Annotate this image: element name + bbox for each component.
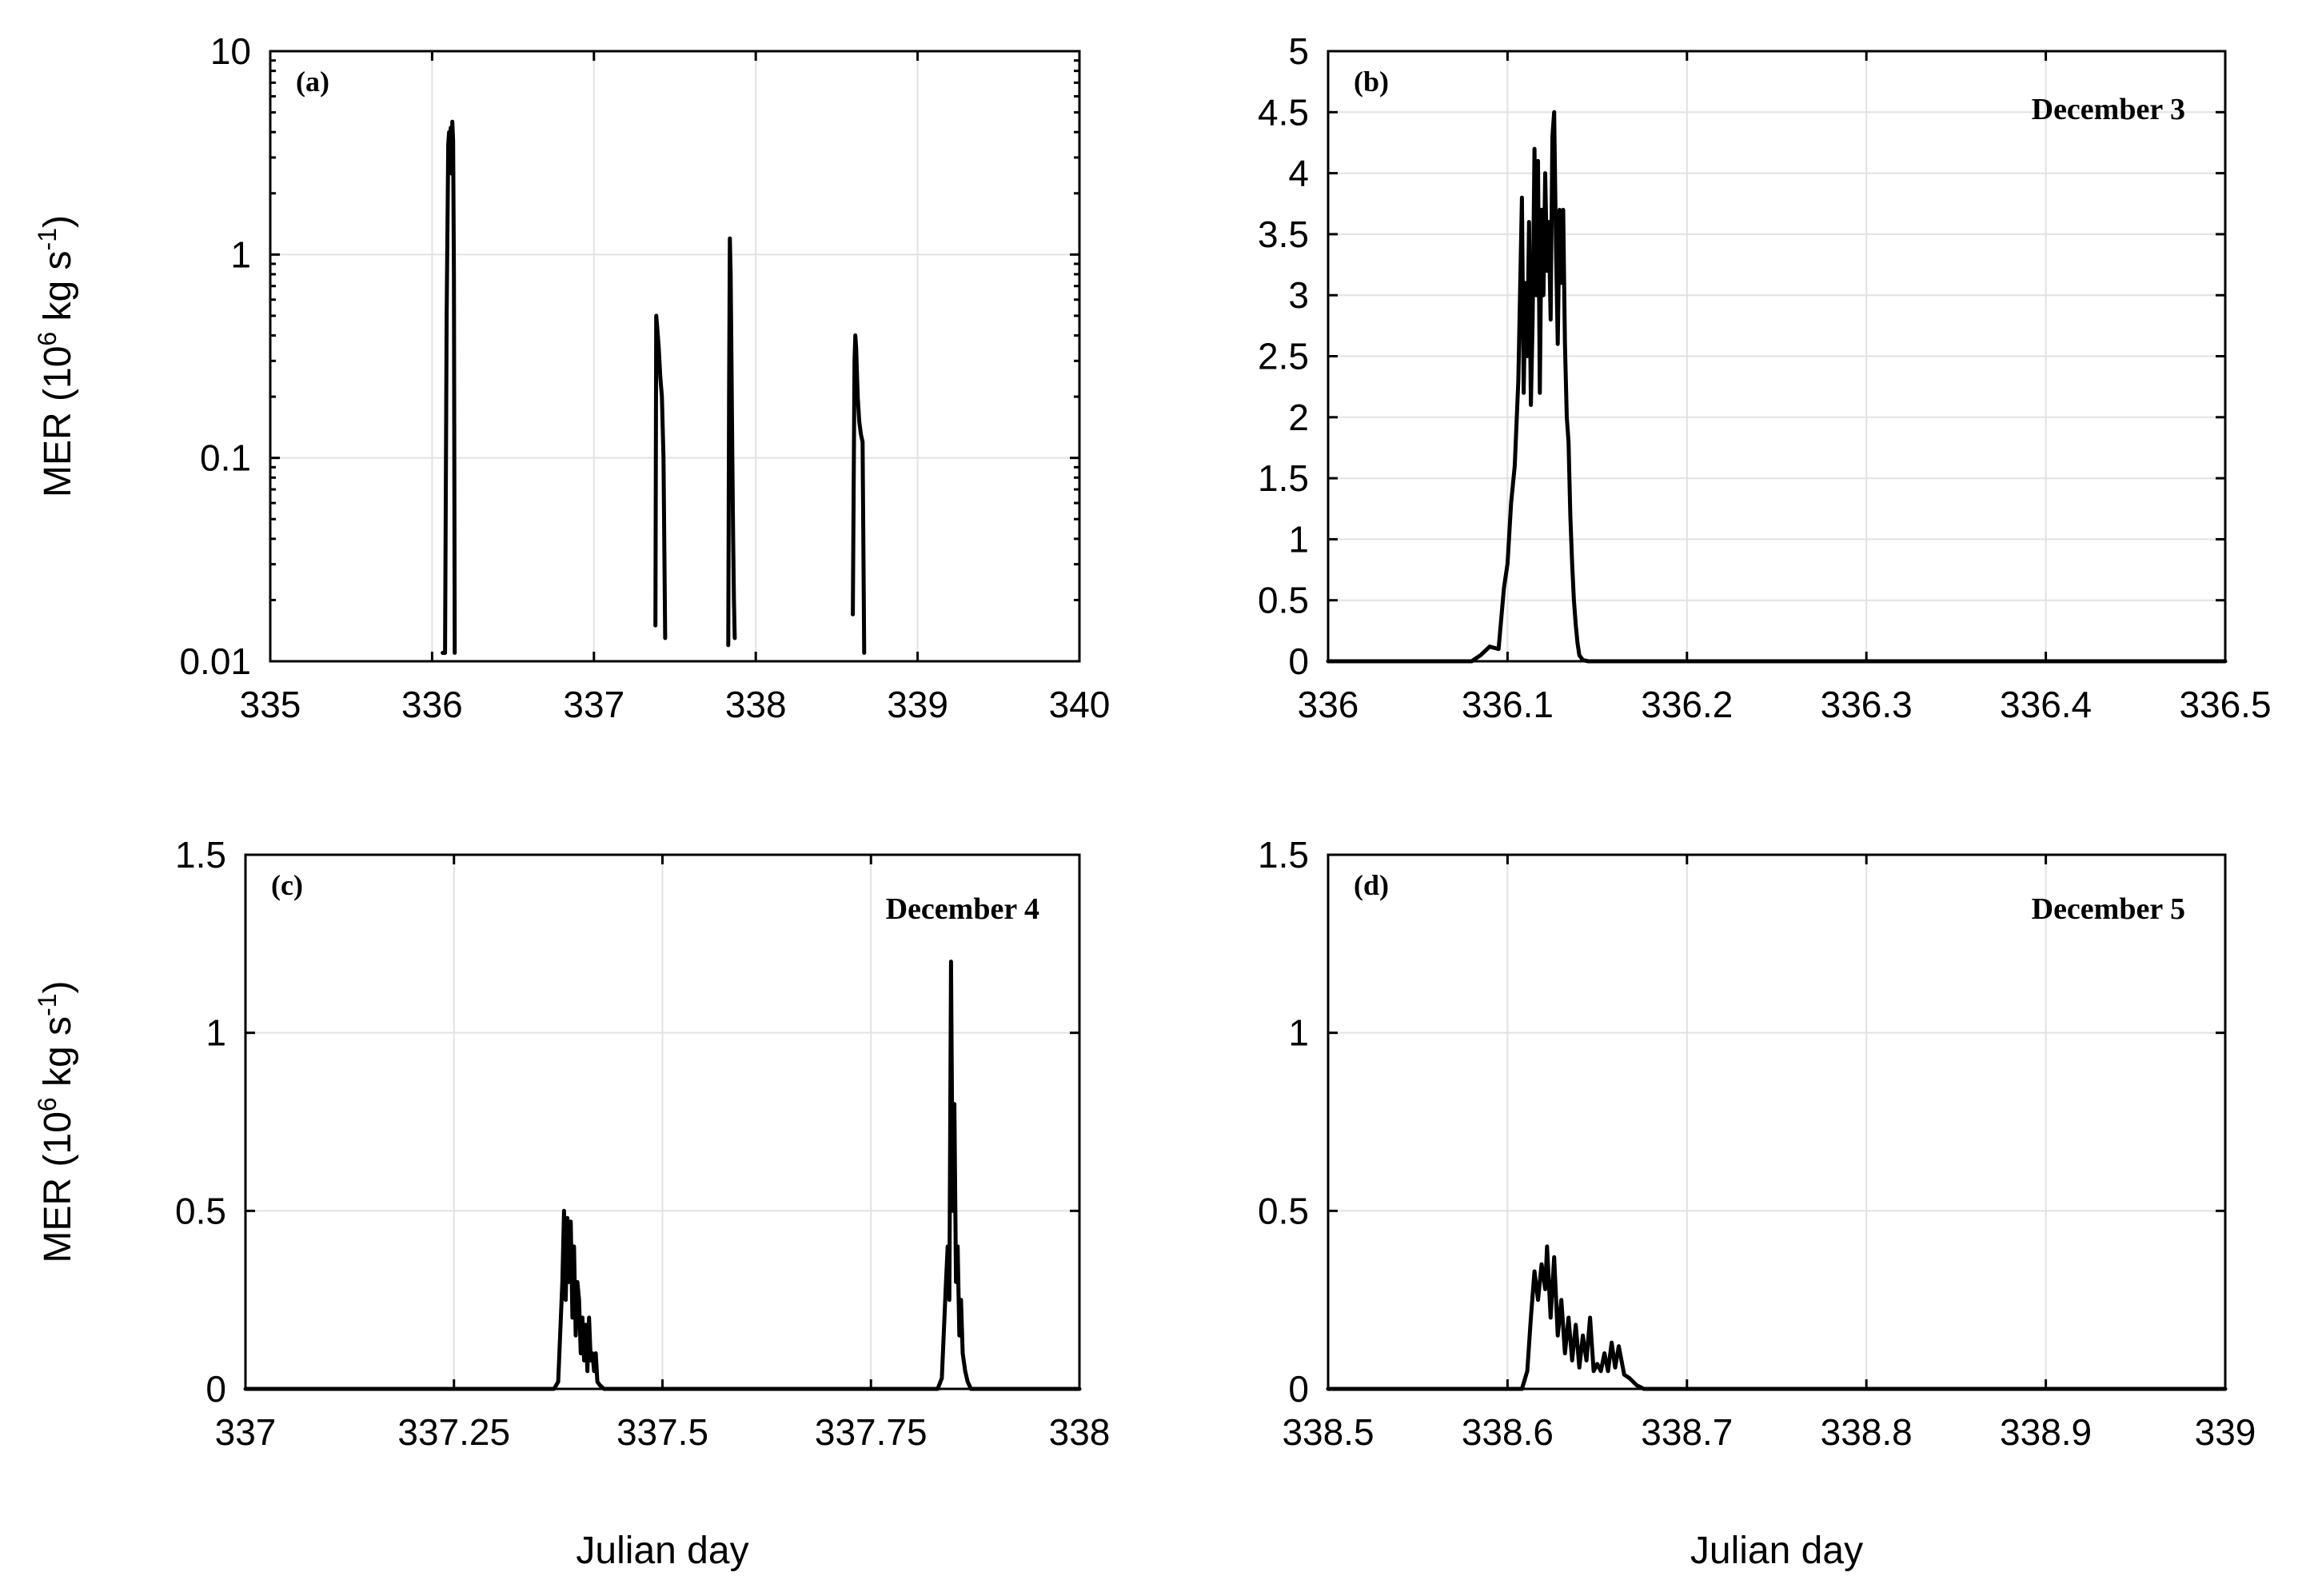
plot-frame-a	[269, 50, 1081, 663]
x-tick-label-d-4: 338.9	[2000, 1411, 2092, 1453]
x-tick-label-a-2: 337	[563, 684, 624, 725]
x-tick-label-a-5: 340	[1049, 684, 1111, 725]
x-tick-label-a-0: 335	[240, 684, 301, 725]
date-annotation-d: December 5	[2032, 892, 2185, 926]
y-tick-label-d-0: 0	[1288, 1368, 1309, 1410]
y-tick-label-b-5: 2.5	[1258, 336, 1309, 377]
x-tick-label-b-2: 336.2	[1641, 684, 1733, 725]
x-axis-title-d: Julian day	[1690, 1530, 1863, 1572]
y-tick-label-a-2: 1	[230, 233, 251, 275]
y-tick-label-b-8: 4	[1288, 153, 1309, 194]
x-tick-label-c-2: 337.5	[616, 1411, 708, 1453]
x-tick-label-d-3: 338.8	[1821, 1411, 1913, 1453]
y-tick-label-b-4: 2	[1288, 397, 1309, 438]
y-tick-label-c-1: 0.5	[175, 1190, 226, 1231]
panel-d: 338.5 338.6 338.7 338.8 338.9 339 0 0.5 1 1.5 (d)…	[1258, 834, 2256, 1572]
series-line-a	[441, 119, 867, 655]
series-line-c	[243, 960, 1082, 1391]
y-tick-label-a-0: 0.01	[179, 640, 251, 682]
panel-c: 337 337.25 337.5 337.75 338 0 0.5 1 1.5 (c) Dece…	[33, 834, 1110, 1572]
x-tick-label-d-0: 338.5	[1282, 1411, 1374, 1453]
y-tick-label-b-9: 4.5	[1258, 91, 1309, 133]
y-tick-label-b-2: 1	[1288, 518, 1309, 560]
y-tick-label-c-0: 0	[205, 1368, 226, 1410]
x-tick-label-b-0: 336	[1298, 684, 1359, 725]
x-tick-label-d-2: 338.7	[1641, 1411, 1733, 1453]
y-tick-label-b-7: 3.5	[1258, 213, 1309, 255]
panel-b: 336 336.1 336.2 336.3 336.4 336.5 0 0.5 1 1.5 2 2.5…	[1258, 30, 2272, 725]
y-axis-title-a: MER (106 kg s-1)	[33, 215, 79, 497]
x-tick-label-a-1: 336	[401, 684, 463, 725]
panel-label-a: (a)	[296, 66, 329, 98]
x-tick-label-b-3: 336.3	[1821, 684, 1913, 725]
x-axis-title-c: Julian day	[576, 1530, 748, 1572]
y-axis-title-c: MER (106 kg s-1)	[33, 981, 79, 1263]
date-annotation-c: December 4	[886, 892, 1039, 926]
y-tick-label-c-2: 1	[205, 1012, 226, 1054]
y-tick-label-c-3: 1.5	[175, 834, 226, 876]
x-tick-label-a-4: 339	[887, 684, 948, 725]
panel-a: 335 336 337 338 339 340 0.01 0.1 1 10 (a) MER (10…	[33, 30, 1110, 725]
y-tick-label-a-3: 10	[210, 30, 251, 72]
x-tick-label-d-1: 338.6	[1462, 1411, 1554, 1453]
y-tick-label-a-1: 0.1	[200, 437, 251, 479]
y-tick-label-d-3: 1.5	[1258, 834, 1309, 876]
y-tick-label-b-10: 5	[1288, 30, 1309, 72]
panel-label-c: (c)	[271, 869, 303, 901]
series-line-d	[1326, 1244, 2228, 1391]
plot-frame-d	[1327, 853, 2227, 1391]
y-tick-label-b-3: 1.5	[1258, 457, 1309, 499]
panel-label-b: (b)	[1354, 66, 1389, 98]
y-tick-label-d-1: 0.5	[1258, 1190, 1309, 1231]
x-tick-label-c-0: 337	[215, 1411, 277, 1453]
y-tick-label-d-2: 1	[1288, 1012, 1309, 1054]
series-line-b	[1326, 110, 2228, 664]
y-tick-label-b-1: 0.5	[1258, 580, 1309, 621]
x-tick-label-d-5: 339	[2195, 1411, 2256, 1453]
x-tick-label-b-1: 336.1	[1462, 684, 1554, 725]
date-annotation-b: December 3	[2032, 93, 2185, 126]
y-tick-label-b-6: 3	[1288, 274, 1309, 316]
x-tick-label-b-5: 336.5	[2179, 684, 2271, 725]
x-tick-label-c-1: 337.25	[397, 1411, 510, 1453]
x-tick-label-c-3: 337.75	[815, 1411, 928, 1453]
x-tick-label-a-3: 338	[725, 684, 787, 725]
y-tick-label-b-0: 0	[1288, 640, 1309, 682]
x-tick-label-c-4: 338	[1049, 1411, 1111, 1453]
panel-label-d: (d)	[1354, 869, 1389, 901]
x-tick-label-b-4: 336.4	[2000, 684, 2092, 725]
